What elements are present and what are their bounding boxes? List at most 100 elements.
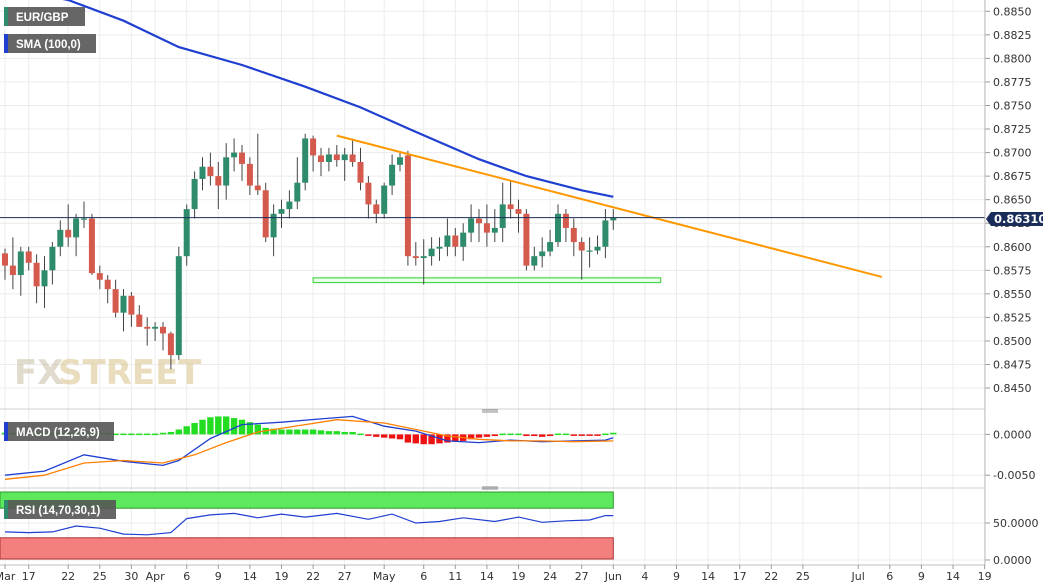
candle-body (33, 262, 40, 287)
candle-body (420, 256, 427, 259)
macd-bar (349, 431, 356, 435)
last-price-tag: 0.863100 (986, 212, 1054, 226)
macd-bar (112, 433, 119, 436)
macd-bar (191, 422, 198, 435)
candle-body (555, 213, 561, 243)
macd-bar (341, 431, 348, 435)
candle-body (57, 229, 64, 247)
macd-bar (294, 429, 301, 435)
macd-bar (128, 433, 135, 436)
macd-bar (199, 419, 206, 435)
macd-bar (357, 433, 364, 436)
legend-rsi[interactable]: RSI (14,70,30,1) (4, 500, 116, 519)
legend-symbol[interactable]: EUR/GBP (4, 7, 85, 26)
date-tick-label: 11 (448, 570, 462, 583)
macd-pane[interactable]: 0.0000 -0.0050 MACD (12,26,9) (0, 415, 1035, 482)
candle-body (460, 232, 467, 247)
price-tick-label: 0.8550 (993, 288, 1032, 301)
rsi-resize-handle[interactable] (482, 486, 498, 490)
candle-body (88, 218, 95, 274)
macd-bar (444, 434, 451, 443)
macd-bar (365, 434, 372, 436)
date-tick-label: 9 (918, 570, 925, 583)
price-tick-label: 0.8575 (993, 264, 1032, 277)
macd-bar (309, 429, 317, 435)
macd-bar (215, 416, 222, 435)
date-tick-label: Jul (851, 570, 865, 583)
date-tick-label: 17 (22, 570, 36, 583)
candle-body (531, 256, 538, 266)
candle-body (302, 138, 309, 183)
candle-body (325, 154, 332, 162)
macd-bar (404, 434, 412, 443)
candle-body (539, 251, 546, 257)
macd-bar (562, 433, 570, 436)
candle-body (231, 152, 238, 158)
macd-resize-handle[interactable] (482, 409, 498, 413)
sma-line (62, 0, 614, 198)
candle-body (578, 242, 585, 251)
price-pane[interactable]: FX STREET 0.8850 0.8825 0.8800 0.8775 0.8750… (0, 0, 1054, 565)
candle-body (167, 333, 174, 356)
macd-histogram (1, 416, 617, 445)
candle-body (357, 162, 364, 183)
candle-body (160, 326, 166, 334)
macd-bar (373, 434, 380, 437)
candle-body (112, 289, 119, 313)
price-tick-label: 0.8700 (993, 147, 1032, 160)
legend-macd[interactable]: MACD (12,26,9) (4, 422, 114, 441)
date-tick-label: 27 (338, 570, 352, 583)
candlestick-series (2, 133, 617, 370)
candle-body (570, 227, 577, 243)
candle-body (310, 138, 317, 156)
candle-body (152, 326, 159, 329)
candle-body (476, 218, 482, 224)
candle-body (397, 157, 403, 165)
macd-bar (325, 431, 333, 435)
date-tick-label: 9 (673, 570, 680, 583)
macd-bar (144, 433, 151, 436)
candle-body (262, 190, 269, 238)
rsi-oversold-band (0, 537, 614, 560)
macd-bar (554, 433, 562, 436)
macd-tick-label: -0.0050 (993, 469, 1035, 482)
candle-body (507, 204, 514, 210)
macd-bar (475, 434, 483, 438)
candle-body (278, 209, 285, 214)
macd-bar (151, 433, 159, 436)
date-tick-label: 19 (512, 570, 526, 583)
support-zone (312, 277, 662, 284)
macd-bar (428, 434, 435, 445)
candle-body (404, 155, 411, 257)
candle-body (191, 178, 198, 210)
rsi-tick-label: 0.0000 (993, 554, 1032, 567)
candle-body (333, 154, 340, 161)
macd-bar (610, 432, 617, 435)
candle-body (586, 250, 593, 252)
price-tick-label: 0.8800 (993, 52, 1032, 65)
date-tick-label: 22 (764, 570, 778, 583)
candle-body (17, 251, 24, 276)
candle-body (349, 154, 356, 162)
candle-body (523, 213, 530, 266)
symbol-label: EUR/GBP (16, 12, 69, 24)
date-tick-label: 6 (183, 570, 190, 583)
date-tick-label: 27 (575, 570, 589, 583)
candle-body (428, 248, 435, 257)
candle-body (2, 253, 8, 266)
candle-body (444, 235, 451, 247)
svg-text:STREET: STREET (58, 353, 202, 393)
rsi-pane[interactable]: 50.0000 0.0000 RSI (14,70,30,1) (0, 491, 1039, 567)
macd-bar (507, 433, 514, 436)
macd-bar (523, 434, 530, 437)
macd-axis: 0.0000 -0.0050 (985, 428, 1035, 482)
price-tick-label: 0.8725 (993, 123, 1032, 136)
date-tick-label: Apr (146, 570, 166, 583)
date-tick-label: Jun (604, 570, 622, 583)
candle-body (610, 217, 617, 221)
macd-bar (420, 434, 427, 445)
signal-line (4, 419, 614, 480)
candle-body (207, 166, 214, 177)
candle-body (365, 182, 372, 205)
legend-sma[interactable]: SMA (100,0) (4, 34, 96, 53)
